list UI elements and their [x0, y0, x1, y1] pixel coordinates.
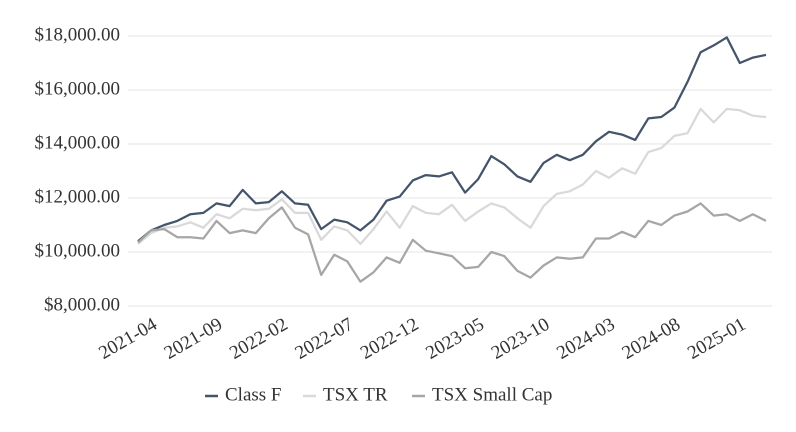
series-line — [137, 202, 767, 283]
y-tick-label: $12,000.00 — [35, 186, 121, 207]
x-tick-label: 2025-01 — [684, 314, 749, 364]
y-tick-label: $14,000.00 — [35, 132, 121, 153]
legend-label: TSX TR — [323, 384, 388, 405]
legend-label: Class F — [225, 384, 282, 405]
x-tick-label: 2023-05 — [422, 314, 487, 364]
y-tick-label: $8,000.00 — [44, 294, 120, 315]
x-tick-label: 2021-04 — [95, 314, 161, 364]
x-tick-label: 2022-07 — [292, 314, 357, 364]
x-tick-label: 2024-03 — [553, 314, 618, 364]
x-tick-label: 2022-02 — [226, 314, 291, 364]
x-tick-label: 2022-12 — [357, 314, 422, 364]
legend-label: TSX Small Cap — [432, 384, 552, 405]
y-tick-label: $18,000.00 — [35, 24, 121, 45]
series-line — [137, 107, 767, 246]
x-tick-label: 2024-08 — [619, 314, 684, 364]
series-line — [137, 36, 767, 243]
y-tick-label: $10,000.00 — [35, 240, 121, 261]
x-tick-label: 2023-10 — [488, 314, 553, 364]
y-tick-label: $16,000.00 — [35, 78, 121, 99]
x-tick-label: 2021-09 — [161, 314, 226, 364]
